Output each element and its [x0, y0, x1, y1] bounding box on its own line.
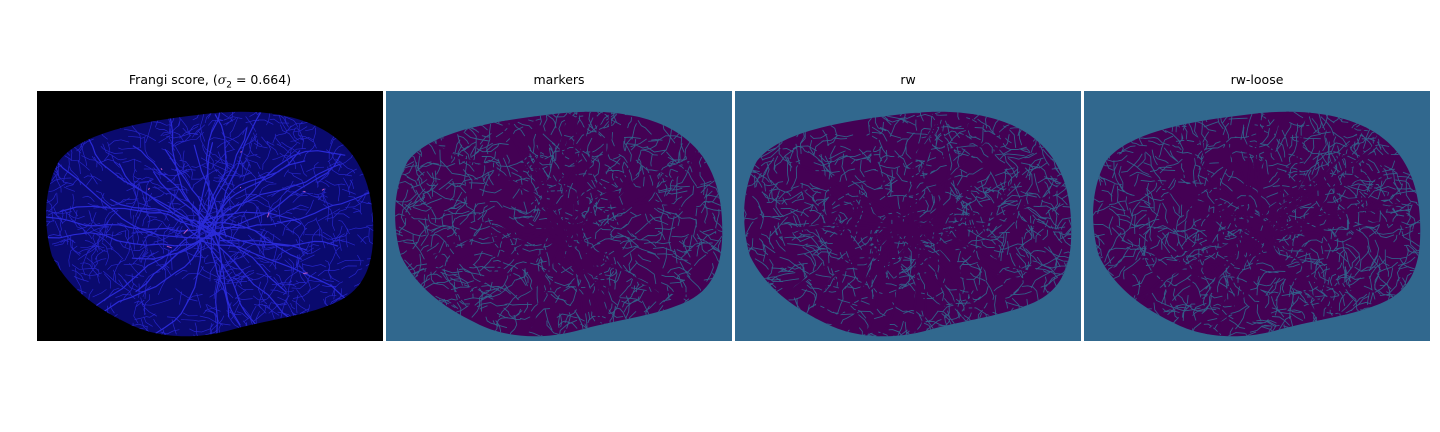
tissue-region: [46, 111, 374, 337]
panel-title-markers: markers: [533, 72, 585, 87]
tissue-region: [395, 111, 723, 337]
vessel-texture: [46, 111, 374, 337]
vessel-texture: [395, 111, 723, 337]
panel-title-rw-loose: rw-loose: [1230, 72, 1284, 87]
rw-loose-image: [1084, 91, 1430, 341]
vessel-texture: [744, 111, 1072, 337]
panel-title-frangi: Frangi score, (σ2 = 0.664): [128, 72, 292, 91]
markers-image-canvas: [386, 91, 732, 341]
rw-image: [735, 91, 1081, 341]
frangi-image: [37, 91, 383, 341]
sigma-symbol: σ: [217, 72, 227, 87]
panel-title-rw: rw: [900, 72, 916, 87]
frangi-image-canvas: [37, 91, 383, 341]
rw-image-canvas: [735, 91, 1081, 341]
rw-loose-image-canvas: [1084, 91, 1430, 341]
markers-image: [386, 91, 732, 341]
